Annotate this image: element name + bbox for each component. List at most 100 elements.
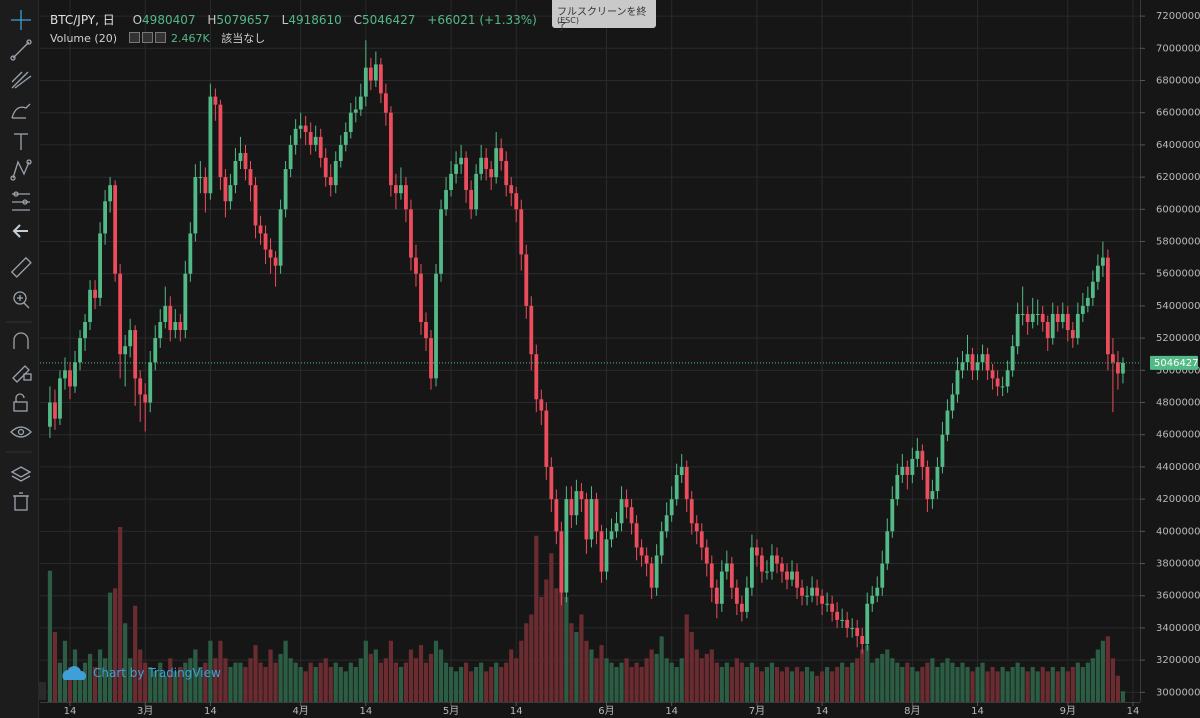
x-tick-label: 5月 [443,705,459,717]
pattern-tool[interactable] [10,159,32,181]
candle-body [188,233,193,274]
volume-bar [794,667,800,702]
candle-body [815,587,819,596]
scroll-handle[interactable] [38,682,46,700]
volume-bar [348,662,353,702]
candle-body [604,539,609,572]
volume-bar [674,667,679,702]
x-tick-label: 14 [971,706,984,717]
unlock-tool[interactable] [13,393,28,412]
candle-body [333,161,338,186]
legend-volume: Volume (20) 2.467K 該当なし [50,30,265,46]
volume-bar [1040,667,1045,702]
trend-line-tool[interactable] [10,39,32,61]
candle-body [1090,281,1095,298]
candle-body [579,491,584,500]
y-tick-label: 3600000 [1156,591,1200,602]
volume-bar [574,632,579,702]
volume-bar [870,662,875,702]
volume-bar [935,667,940,702]
candle-body [168,305,173,331]
volume-bar [378,662,383,702]
volume-bar [990,667,995,702]
volume-bar [57,662,63,702]
volume-bar [825,667,830,702]
lock-drawings[interactable] [12,365,32,383]
volume-bar [985,671,990,702]
symbol[interactable]: BTC/JPY, 日 [50,13,115,27]
visibility-tool[interactable] [10,426,32,438]
volume-bar [664,658,669,702]
candle-body [93,289,97,298]
candle-body [58,378,62,419]
candle-body [564,499,569,593]
candle-body [810,587,814,596]
volume-bar [403,662,409,702]
candle-body [268,249,273,258]
candle-body [138,378,143,395]
fib-tool[interactable] [11,71,32,89]
y-tick-label: 7200000 [1156,11,1200,22]
volume-bar [789,671,795,702]
candle-body [218,104,223,178]
delete-tool[interactable] [13,492,29,511]
candle-body [775,555,779,564]
candle-body [574,491,579,516]
volume-bar [108,592,113,702]
volume-bar [569,623,574,702]
layers-tool[interactable] [10,466,32,482]
volume-bar [749,662,755,702]
volume-bar [393,662,399,702]
candle-body [303,125,308,133]
volume-bar [413,658,419,702]
candle-body [820,595,824,604]
volume-bar [809,671,815,702]
settings-button[interactable] [128,32,140,43]
volume-bar [624,658,629,702]
hide-button[interactable] [141,32,153,43]
candle-body [108,185,113,202]
candle-body [48,402,52,427]
candle-body [173,322,178,331]
ruler-tool[interactable] [10,256,32,278]
candle-body [148,362,153,403]
volume-bar [1025,671,1030,702]
volume-bar [579,614,584,702]
candle-body [965,354,970,363]
candle-body [930,491,935,500]
volume-title[interactable]: Volume (20) [50,32,117,45]
hide-toolbar-arrow[interactable] [12,224,28,238]
volume-bar [208,640,213,702]
candle-body [554,499,559,532]
candle-body [584,499,589,540]
zoom-tool[interactable] [13,291,30,309]
candle-body [459,157,463,165]
volume-bar [1035,671,1040,702]
remove-button[interactable] [154,32,166,43]
text-tool[interactable] [14,133,28,150]
volume-bar [333,662,338,702]
candle-body [659,531,664,556]
magnet-tool[interactable] [13,332,29,349]
candle-body [469,189,474,210]
volume-bar [539,597,544,702]
volume-bar [835,667,840,702]
volume-bar [945,658,950,702]
volume-bar [47,570,53,702]
prediction-tool[interactable] [12,191,30,211]
candle-body [343,132,348,145]
crosshair-tool[interactable] [11,10,31,30]
volume-bar [930,658,935,702]
candle-body [1040,313,1045,323]
watermark[interactable]: Chart by TradingView [60,662,221,687]
last-price-label: 5046427 [1154,358,1199,369]
volume-bar [188,658,193,702]
candle-body [915,450,920,459]
candle-body [1030,313,1035,323]
volume-bar [469,671,474,702]
tooltip-title: フルスクリーンを終了 [557,7,647,33]
brush-tool[interactable] [11,103,31,119]
candle-body [429,338,433,379]
volume-bar [739,662,744,702]
volume-bar [684,614,689,702]
